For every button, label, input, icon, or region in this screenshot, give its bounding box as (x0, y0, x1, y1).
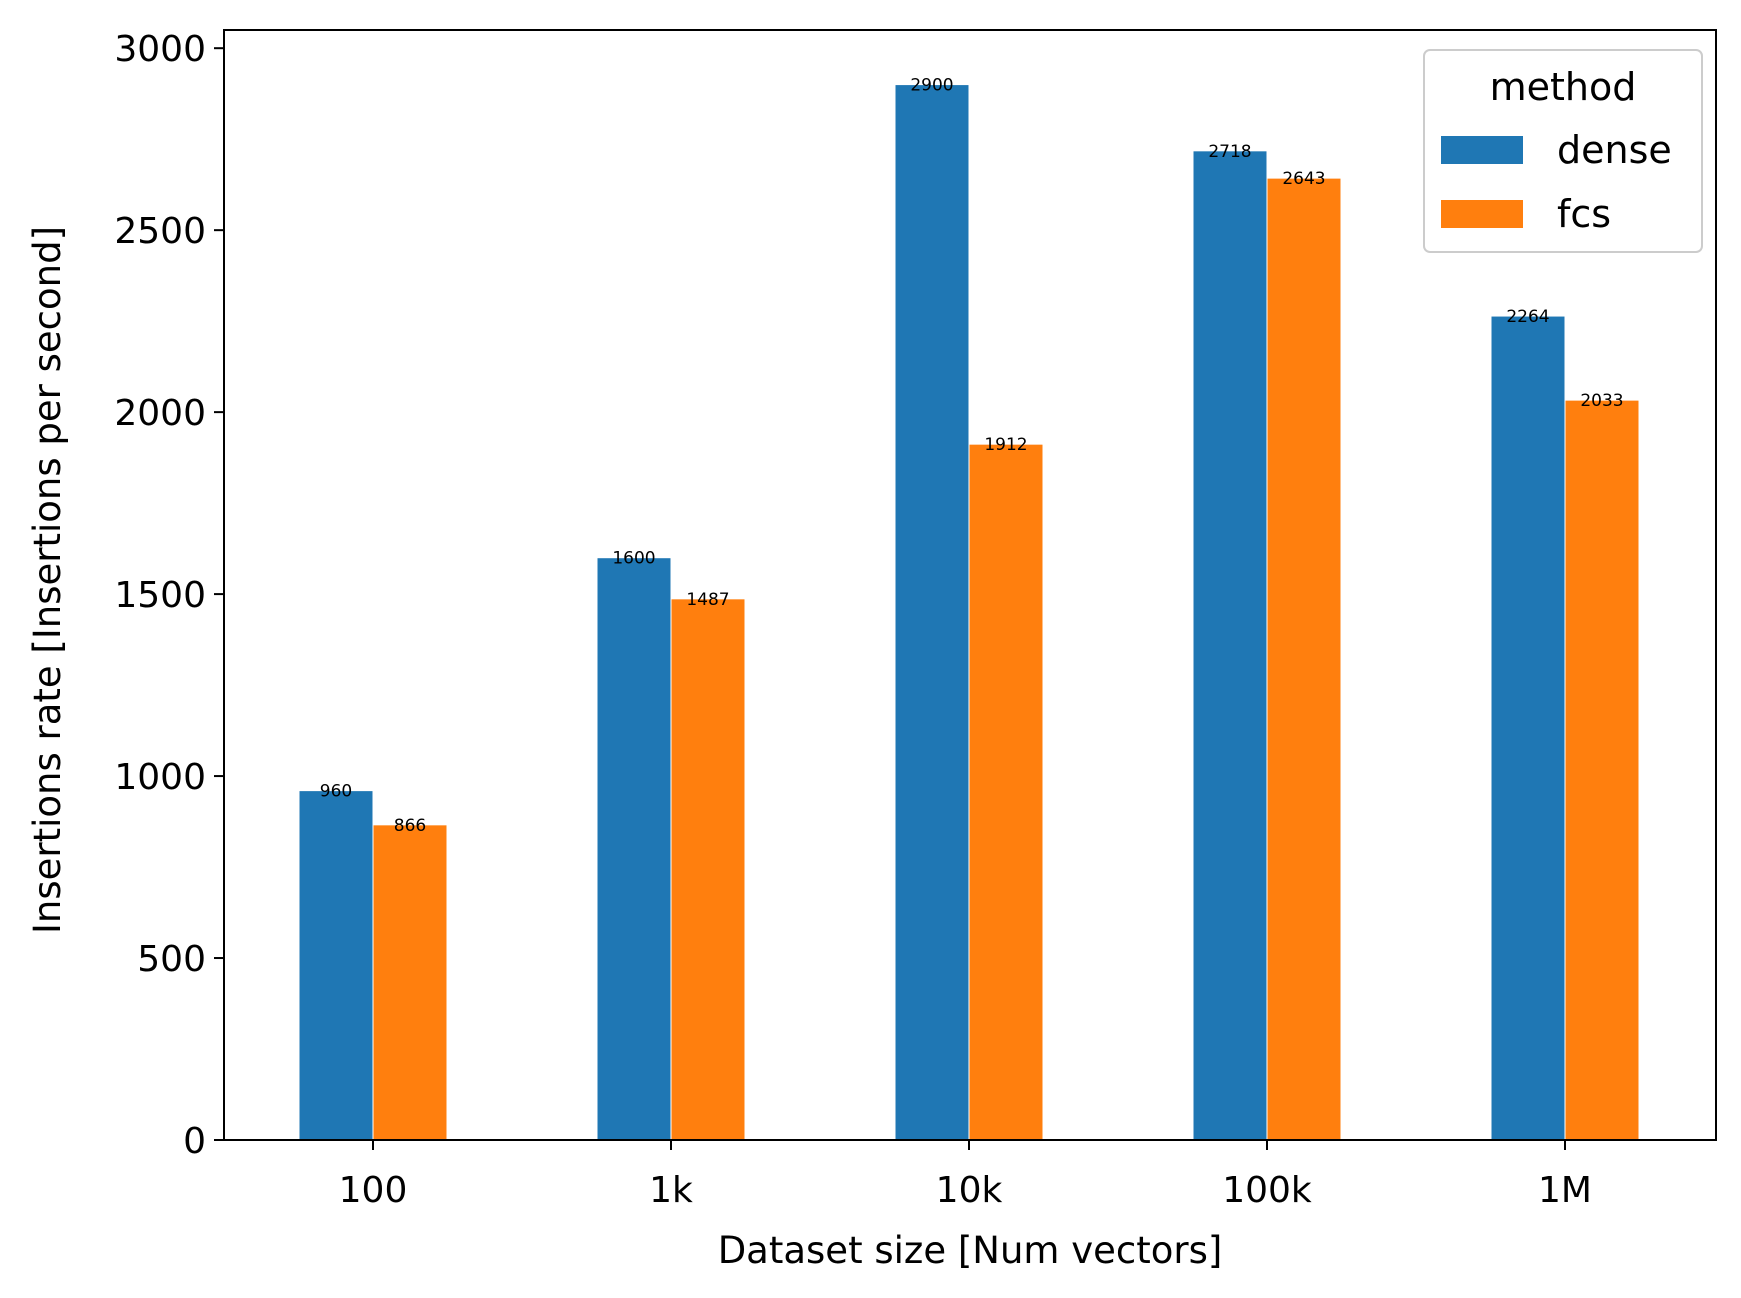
data-label-fcs-1k: 1487 (686, 590, 729, 610)
data-label-dense-1k: 1600 (612, 549, 655, 569)
legend-entries: dense fcs (1441, 128, 1672, 236)
data-label-fcs-100: 866 (394, 816, 426, 836)
bar-dense-1M (1490, 315, 1566, 1141)
bars-group (298, 84, 1640, 1141)
y-tick-label: 3000 (114, 29, 206, 70)
legend-swatch-dense (1441, 136, 1523, 164)
legend-label-fcs: fcs (1557, 192, 1611, 236)
data-labels-group: 960 1600 2900 2718 2264 866 1487 1912 2643 2033 (320, 76, 1624, 836)
data-label-dense-1M: 2264 (1506, 307, 1549, 327)
bar-dense-1k (596, 557, 672, 1141)
y-tick-label: 2500 (114, 211, 206, 252)
legend-swatch-fcs (1441, 200, 1523, 228)
x-tick-label: 10k (936, 1170, 1003, 1211)
y-tick-label: 500 (137, 939, 206, 980)
bar-fcs-1M (1564, 399, 1640, 1141)
data-label-fcs-10k: 1912 (984, 435, 1027, 455)
legend: method dense fcs (1423, 49, 1703, 253)
y-axis: 0 500 1000 1500 2000 2500 3000 (114, 29, 224, 1162)
y-tick-label: 2000 (114, 393, 206, 434)
bar-fcs-10k (968, 443, 1044, 1141)
bar-dense-100 (298, 790, 374, 1141)
y-axis-label: Insertions rate [Insertions per second] (26, 226, 69, 934)
legend-label-dense: dense (1557, 128, 1672, 172)
data-label-dense-100: 960 (320, 782, 352, 802)
data-label-dense-10k: 2900 (910, 76, 953, 96)
y-tick-label: 1000 (114, 757, 206, 798)
bar-fcs-100 (372, 824, 448, 1141)
legend-title: method (1490, 65, 1637, 109)
x-tick-label: 1M (1538, 1170, 1592, 1211)
y-tick-label: 0 (183, 1121, 206, 1162)
bar-dense-100k (1192, 150, 1268, 1141)
bar-fcs-1k (670, 598, 746, 1141)
bar-fcs-100k (1266, 177, 1342, 1141)
x-tick-label: 100k (1222, 1170, 1312, 1211)
data-label-fcs-1M: 2033 (1580, 391, 1623, 411)
x-axis: 100 1k 10k 100k 1M (339, 1140, 1592, 1211)
bar-dense-10k (894, 84, 970, 1141)
x-axis-label: Dataset size [Num vectors] (718, 1229, 1223, 1272)
data-label-fcs-100k: 2643 (1282, 169, 1325, 189)
x-tick-label: 1k (649, 1170, 693, 1211)
x-tick-label: 100 (339, 1170, 408, 1211)
data-label-dense-100k: 2718 (1208, 142, 1251, 162)
y-tick-label: 1500 (114, 575, 206, 616)
